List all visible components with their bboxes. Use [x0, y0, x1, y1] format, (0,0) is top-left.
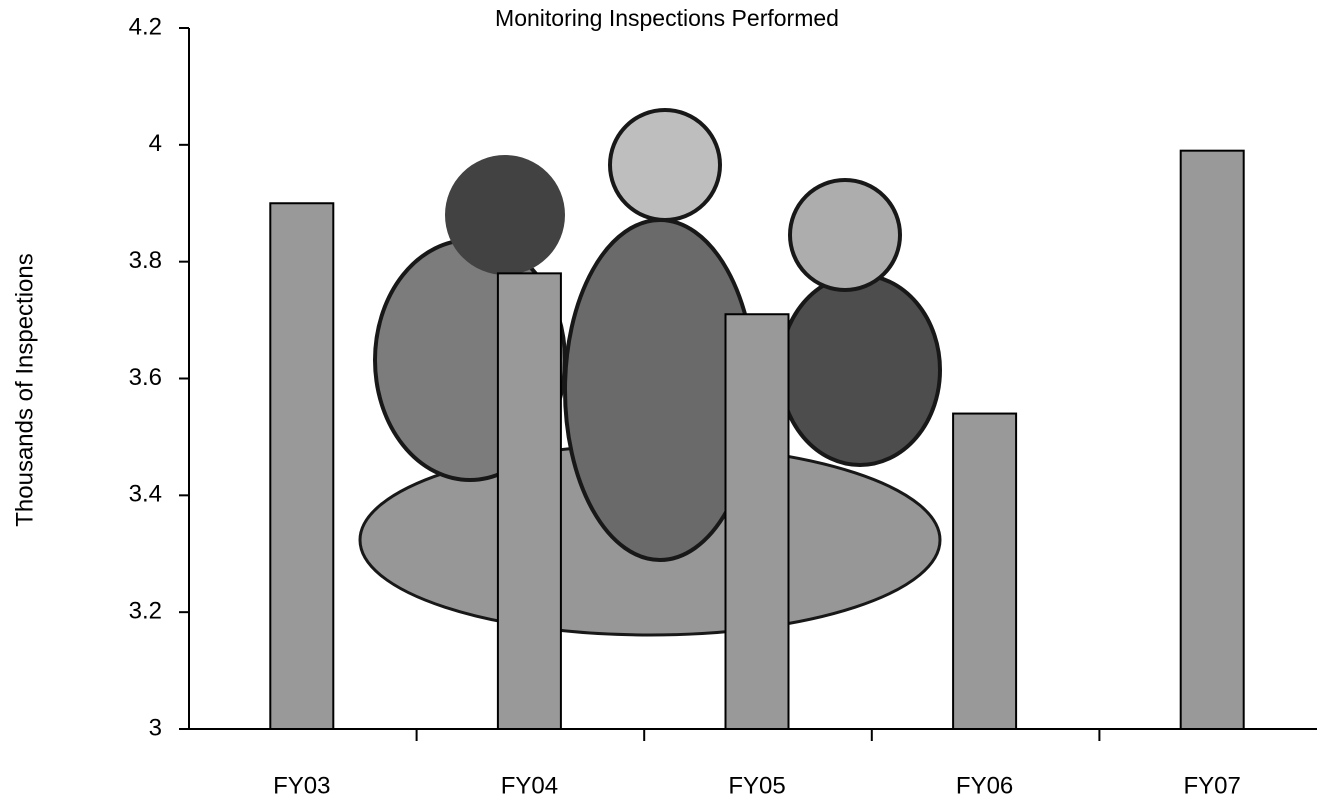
y-tick-label: 3.2: [129, 598, 162, 625]
chart-title: Monitoring Inspections Performed: [495, 5, 839, 31]
bar: [726, 314, 789, 729]
bar: [953, 414, 1016, 729]
x-tick-label: FY05: [728, 772, 785, 799]
bar: [498, 273, 561, 729]
clip-art-head: [610, 110, 720, 220]
bar: [1181, 151, 1244, 729]
x-tick-label: FY07: [1184, 772, 1241, 799]
bar: [270, 203, 333, 729]
y-tick-label: 3: [149, 714, 162, 741]
clip-art: [360, 110, 940, 635]
x-tick-label: FY06: [956, 772, 1013, 799]
x-tick-label: FY04: [501, 772, 558, 799]
clip-art-head: [790, 180, 900, 290]
y-tick-label: 3.6: [129, 364, 162, 391]
y-tick-label: 4: [149, 130, 162, 157]
y-axis-label: Thousands of Inspections: [11, 253, 38, 527]
x-tick-label: FY03: [273, 772, 330, 799]
clip-art-child: [780, 275, 940, 465]
y-tick-label: 4.2: [129, 13, 162, 40]
y-tick-label: 3.8: [129, 247, 162, 274]
chart: Monitoring Inspections Performed Thousan…: [0, 0, 1319, 801]
y-tick-label: 3.4: [129, 481, 162, 508]
clip-art-head: [445, 155, 565, 275]
